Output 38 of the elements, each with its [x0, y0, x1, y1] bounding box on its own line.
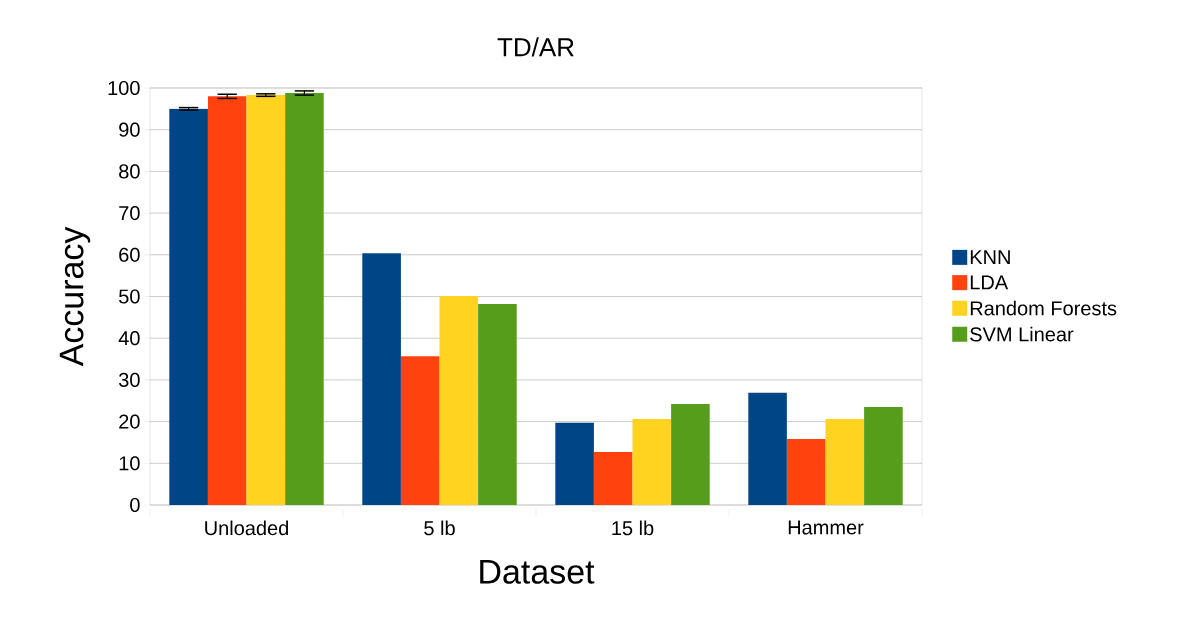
bar	[632, 419, 672, 505]
bar	[169, 108, 208, 505]
bar	[478, 304, 517, 505]
bar	[400, 356, 440, 505]
bar	[864, 407, 903, 505]
bar	[207, 96, 247, 505]
bar	[671, 404, 710, 505]
bar	[786, 439, 826, 505]
y-tick-label: 40	[118, 331, 140, 346]
x-axis-title: Dataset	[480, 560, 595, 584]
chart-title: TD/AR	[497, 37, 574, 57]
y-tick-label: 30	[118, 372, 140, 387]
y-tick-label: 70	[119, 206, 140, 221]
legend-label: LDA	[970, 275, 1009, 290]
x-tick-label: 15 lb	[612, 520, 654, 536]
y-tick-label: 0	[130, 497, 140, 513]
y-tick-label: 20	[119, 414, 140, 429]
y-tick-label: 50	[119, 289, 140, 304]
legend-label: SVM Linear	[970, 326, 1074, 342]
bar	[593, 452, 633, 505]
y-tick-label: 100	[108, 80, 140, 96]
bar	[555, 422, 594, 505]
x-tick-label: Hammer	[788, 520, 864, 535]
bar	[362, 253, 401, 505]
x-tick-label: 5 lb	[424, 520, 455, 536]
y-tick-label: 80	[119, 164, 140, 179]
bar	[246, 95, 286, 505]
bar	[285, 93, 324, 505]
x-tick-label: Unloaded	[205, 520, 288, 536]
legend-label: KNN	[970, 250, 1010, 265]
bar	[748, 392, 787, 505]
y-tick-label: 60	[119, 247, 140, 262]
bar	[825, 419, 865, 505]
legend-label: Random Forests	[970, 300, 1117, 316]
y-tick-label: 10	[119, 456, 140, 471]
y-tick-label: 90	[119, 122, 140, 137]
bar	[439, 296, 479, 505]
y-axis-title: Accuracy	[59, 226, 91, 367]
